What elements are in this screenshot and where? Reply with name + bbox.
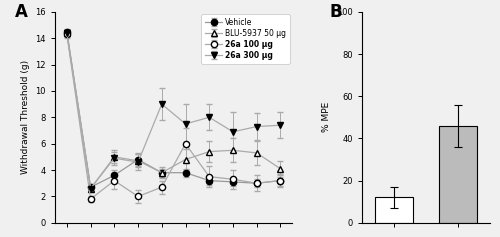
Text: A: A <box>14 3 28 21</box>
Legend: Vehicle, BLU-5937 50 μg, 26a 100 μg, 26a 300 μg: Vehicle, BLU-5937 50 μg, 26a 100 μg, 26a… <box>202 14 290 64</box>
Bar <box>438 126 477 223</box>
Y-axis label: Withdrawal Threshold (g): Withdrawal Threshold (g) <box>21 60 30 174</box>
Text: B: B <box>330 3 342 21</box>
Y-axis label: % MPE: % MPE <box>322 102 332 132</box>
Bar <box>374 197 413 223</box>
